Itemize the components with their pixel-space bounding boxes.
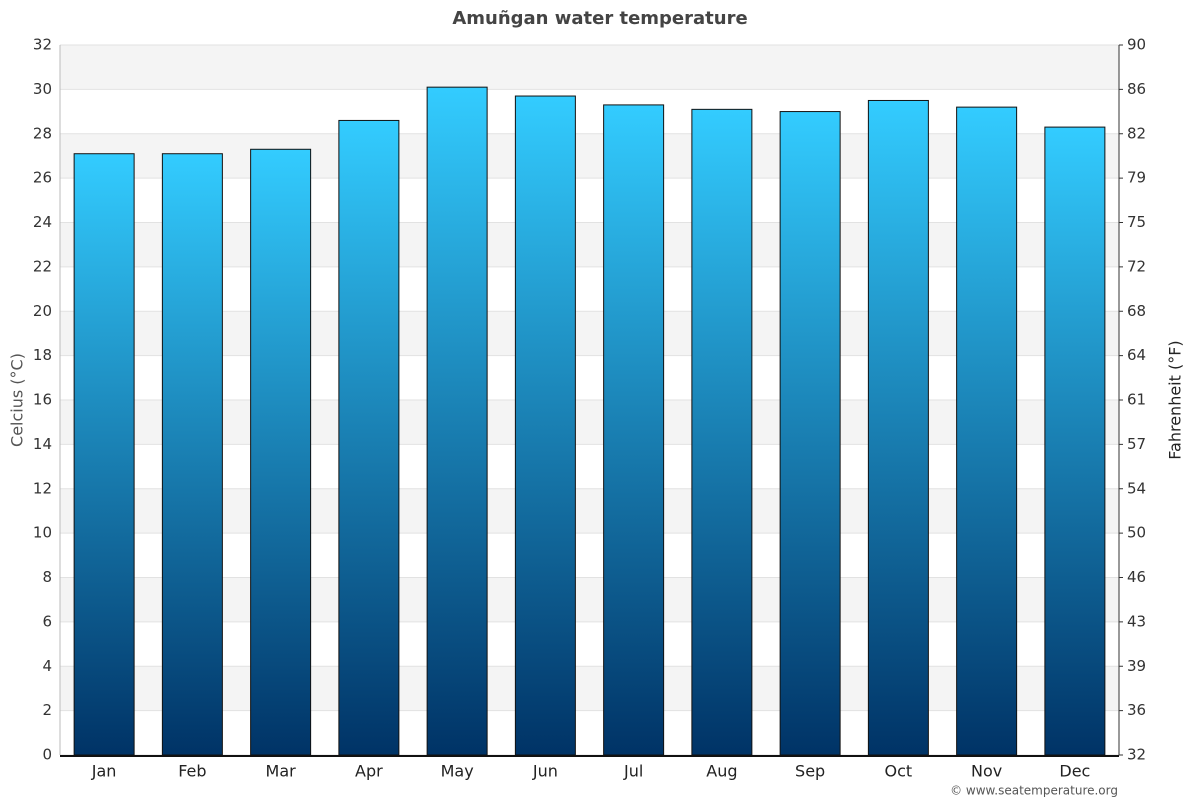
y2-tick-label: 39: [1127, 657, 1146, 675]
y2-tick-label: 46: [1127, 568, 1146, 586]
x-tick-label: Feb: [178, 762, 206, 781]
y-tick-label: 0: [42, 746, 52, 764]
y-tick-label: 30: [33, 80, 52, 98]
grid-band: [60, 488, 1119, 534]
bar: [250, 148, 312, 756]
x-tick-label: Apr: [355, 762, 383, 781]
x-tick-label: Aug: [706, 762, 737, 781]
y-tick-label: 32: [33, 36, 52, 54]
y-tick-label: 2: [42, 701, 52, 719]
bar: [426, 86, 488, 756]
bar: [691, 108, 753, 756]
y2-tick-label: 79: [1127, 169, 1146, 187]
y-tick-label: 10: [33, 524, 52, 542]
y-tick-label: 22: [33, 257, 52, 275]
x-tick-label: Jan: [91, 762, 117, 781]
y2-tick-label: 86: [1127, 80, 1146, 98]
y-tick-label: 26: [33, 169, 52, 187]
y-tick-label: 18: [33, 346, 52, 364]
y-tick-label: 16: [33, 391, 52, 409]
chart-title: Amuñgan water temperature: [452, 8, 747, 29]
bar: [161, 153, 223, 756]
bar: [956, 106, 1018, 756]
bar: [603, 104, 665, 756]
y2-tick-label: 61: [1127, 391, 1146, 409]
bar: [1044, 126, 1106, 756]
x-tick-label: Jun: [532, 762, 558, 781]
y2-tick-label: 43: [1127, 612, 1146, 630]
y-tick-label: 28: [33, 124, 52, 142]
x-tick-label: Jul: [623, 762, 643, 781]
credit: © www.seatemperature.org: [950, 784, 1118, 798]
background: [60, 44, 1119, 756]
y2-tick-label: 68: [1127, 302, 1146, 320]
y-tick-label: 24: [33, 213, 52, 231]
y-tick-label: 12: [33, 479, 52, 497]
y2-tick-label: 54: [1127, 479, 1146, 497]
x-tick-label: Sep: [795, 762, 825, 781]
y-tick-label: 8: [42, 568, 52, 586]
grid-band: [60, 222, 1119, 267]
y-tick-label: 4: [42, 657, 52, 675]
y-tick-label: 14: [33, 435, 52, 453]
bar: [779, 111, 841, 756]
x-tick-label: Nov: [971, 762, 1002, 781]
grid-band: [60, 133, 1119, 179]
grid-band: [60, 45, 1119, 90]
y2-tick-label: 50: [1127, 524, 1146, 542]
x-tick-label: Dec: [1059, 762, 1090, 781]
y-axis-label: Celcius (°C): [8, 353, 27, 447]
y2-axis-label: Fahrenheit (°F): [1166, 340, 1185, 459]
bar: [867, 99, 929, 756]
bar: [73, 153, 135, 756]
grid-band: [60, 577, 1119, 622]
y2-tick-label: 72: [1127, 257, 1146, 275]
y2-tick-label: 64: [1127, 346, 1146, 364]
grid-band: [60, 400, 1119, 445]
y-tick-label: 20: [33, 302, 52, 320]
y2-tick-label: 57: [1127, 435, 1146, 453]
grid-band: [60, 311, 1119, 356]
y2-tick-label: 75: [1127, 213, 1146, 231]
bar: [338, 119, 400, 756]
y2-tick-label: 82: [1127, 124, 1146, 142]
y2-tick-label: 32: [1127, 746, 1146, 764]
x-tick-label: Mar: [266, 762, 297, 781]
y2-tick-label: 90: [1127, 36, 1146, 54]
grid-band: [60, 666, 1119, 711]
y-tick-label: 6: [42, 612, 52, 630]
y2-tick-label: 36: [1127, 701, 1146, 719]
x-tick-label: Oct: [885, 762, 913, 781]
bar: [514, 95, 576, 756]
x-tick-label: May: [441, 762, 474, 781]
